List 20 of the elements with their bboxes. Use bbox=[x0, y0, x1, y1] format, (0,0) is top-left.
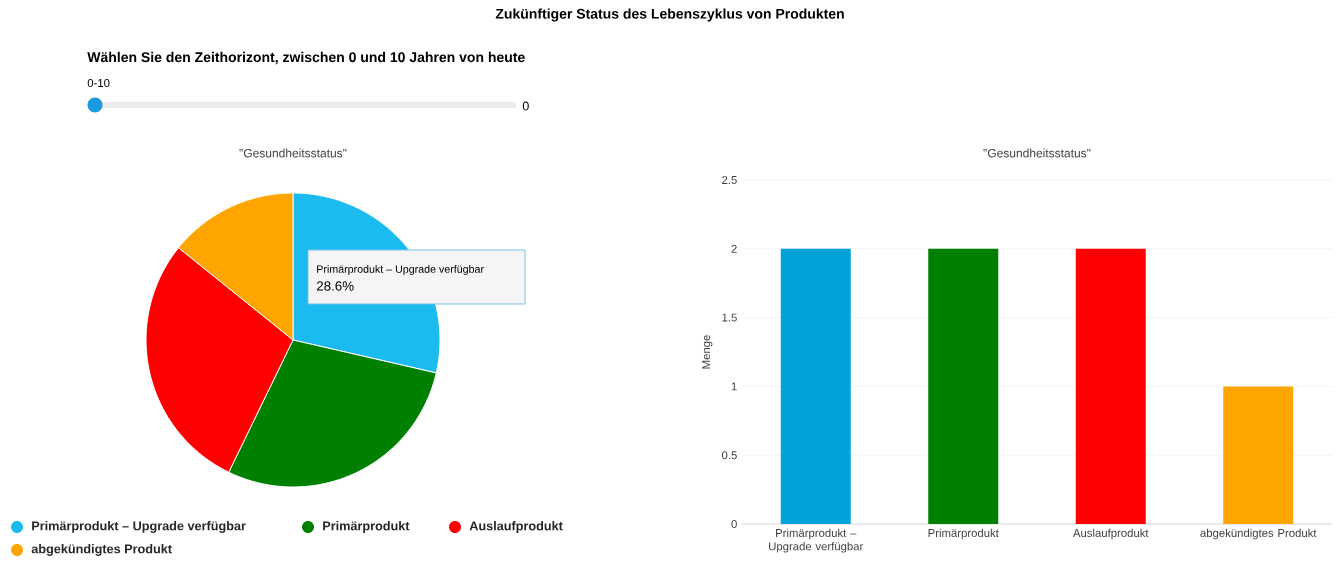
legend-label: abgekündigtes Produkt bbox=[31, 544, 172, 556]
text: 0 bbox=[522, 101, 529, 111]
x-tick-label: Primärprodukt bbox=[928, 528, 999, 540]
y-tick-label: 1 bbox=[731, 382, 737, 391]
text: 28.6% bbox=[316, 281, 354, 291]
x-tick-label: Primärprodukt – Upgrade verfügbar bbox=[769, 528, 864, 553]
chart-title: "Gesundheitsstatus" bbox=[983, 148, 1091, 158]
y-tick-label: 2 bbox=[731, 244, 737, 253]
text: 0-10 bbox=[87, 78, 110, 87]
x-tick-label: abgekündigtes Produkt bbox=[1200, 528, 1317, 540]
y-axis-title: Menge bbox=[702, 335, 713, 369]
y-tick-label: 1.5 bbox=[722, 313, 737, 322]
y-tick-label: 0 bbox=[731, 519, 737, 528]
x-tick-label: Auslaufprodukt bbox=[1072, 528, 1149, 540]
y-tick-label: 2.5 bbox=[722, 175, 737, 184]
y-tick-label: 0.5 bbox=[721, 451, 737, 460]
text: Primärprodukt – Upgrade verfügbar bbox=[317, 265, 484, 275]
text: Wählen Sie den Zeithorizont, zwischen 0 und 10 Jahren von heute bbox=[87, 51, 525, 65]
text: Zukünftiger Status des Lebenszyklus von Produkten bbox=[495, 8, 844, 22]
chart-title: "Gesundheitsstatus" bbox=[239, 148, 347, 158]
